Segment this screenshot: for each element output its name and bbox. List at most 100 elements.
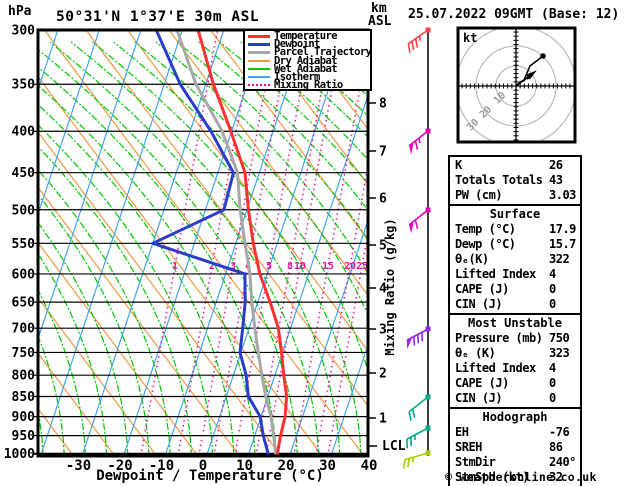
dewpoint-curve <box>151 31 270 455</box>
table-row: θₑ (K) 323 <box>450 346 580 361</box>
pressure-tick-labels: 300 350 400 450 500 550 600 650 700 750 800 850 900 9… <box>4 24 35 463</box>
pressure-tick-label: 1000 <box>4 447 35 462</box>
parcel-trajectory-curve <box>175 31 278 455</box>
table-row: Temp (°C) 17.9 <box>450 222 580 237</box>
pressure-unit-label: hPa <box>8 4 32 19</box>
hodograph-unit-label: kt <box>463 31 477 45</box>
station-title: 50°31'N 1°37'E 30m ASL <box>56 9 260 25</box>
altitude-unit-km: km <box>371 1 387 16</box>
wind-barb-icon <box>406 326 431 350</box>
table-row-value: 3.03 <box>549 188 576 202</box>
legend-item-label: Parcel Trajectory <box>274 46 372 59</box>
legend-item: Mixing Ratio <box>248 80 370 90</box>
sounding-curves <box>151 31 289 455</box>
temperature-axis-label: Dewpoint / Temperature (°C) <box>96 468 324 484</box>
table-row-label: CIN (J) <box>455 297 503 311</box>
table-row: Lifted Index 4 <box>450 267 580 282</box>
wind-barb-icon <box>408 394 431 421</box>
mixing-ratio-value: 3 <box>230 261 236 272</box>
legend-item: Temperature <box>248 31 370 41</box>
temperature-tick-label: -10 <box>149 458 174 474</box>
km-tick-label: 5 <box>379 239 387 254</box>
table-row: StmSpd (kt) 32 <box>450 470 580 485</box>
table-row-value: 17.9 <box>549 222 576 236</box>
hodograph-trace-end-dot <box>540 53 546 59</box>
table-row: CAPE (J) 0 <box>450 376 580 391</box>
table-row-label: Temp (°C) <box>455 222 516 236</box>
pressure-tick-label: 300 <box>12 24 36 39</box>
pressure-tick-label: 350 <box>12 78 36 93</box>
table-row-value: -76 <box>549 425 570 439</box>
km-tick-label: 2 <box>379 367 387 382</box>
table-section-header: Surface <box>489 207 541 221</box>
km-tick-label: 1 <box>379 412 387 427</box>
table-row-value: 0 <box>549 282 556 296</box>
hodograph-frame <box>456 26 577 144</box>
km-tick-label: 8 <box>379 97 387 112</box>
table-row-value: 15.7 <box>549 237 576 251</box>
mixing-ratio-value: 1 <box>172 261 178 272</box>
table-section-header: Most Unstable <box>468 316 562 330</box>
table-section: Most Unstable Pressure (mb) 750 θₑ (K) 323 Li… <box>448 313 582 409</box>
plot-frame <box>36 28 370 458</box>
table-row: CAPE (J) 0 <box>450 282 580 297</box>
mixing-ratio-value: 25 <box>356 261 368 272</box>
legend-item-label: Isotherm <box>274 71 320 84</box>
temperature-tick-labels: -30 -20 -10 0 10 20 30 40 <box>66 458 378 474</box>
table-row-label: θₑ (K) <box>455 346 496 360</box>
table-row-value: 4 <box>549 267 556 281</box>
pressure-tick-label: 600 <box>12 267 36 282</box>
table-row: StmDir 240° <box>450 455 580 470</box>
km-tick-label: 6 <box>379 192 387 207</box>
table-row-label: EH <box>455 425 469 439</box>
indices-table: K 26 Totals Totals 43 PW (cm) 3.03 Surface Temp… <box>448 155 582 486</box>
table-row-value: 750 <box>549 331 570 345</box>
lcl-label: LCL <box>382 439 406 454</box>
table-row: PW (cm) 3.03 <box>450 188 580 203</box>
legend-item-label: Dewpoint <box>274 38 320 51</box>
table-row: Dewp (°C) 15.7 <box>450 237 580 252</box>
table-row-label: SREH <box>455 440 482 454</box>
wind-barb-icon <box>406 425 431 449</box>
table-row-label: Pressure (mb) <box>455 331 543 345</box>
legend-item: Dewpoint <box>248 38 370 51</box>
table-row-value: 0 <box>549 391 556 405</box>
copyright-credit: © weatheronline.co.uk <box>445 470 597 484</box>
table-row: θₑ(K) 322 <box>450 252 580 267</box>
table-row-label: CAPE (J) <box>455 282 509 296</box>
mixing-ratio-labels: 1 2 3 4 5 8 10 15 20 25 <box>172 261 368 272</box>
table-row: Lifted Index 4 <box>450 361 580 376</box>
temperature-tick-label: -20 <box>107 458 132 474</box>
table-row: Totals Totals 43 <box>450 173 580 188</box>
temperature-tick-label: 40 <box>361 458 378 474</box>
legend-item: Isotherm <box>248 71 370 84</box>
km-tick-label: 7 <box>379 145 387 160</box>
mixing-ratio-value: 20 <box>344 261 356 272</box>
table-row-label: Lifted Index <box>455 361 536 375</box>
pressure-tick-label: 850 <box>12 390 36 405</box>
table-row: EH -76 <box>450 425 580 440</box>
temperature-tick-label: 0 <box>199 458 207 474</box>
legend-line-sample <box>248 84 270 87</box>
wind-barb-staff <box>402 27 431 469</box>
table-row-value: 43 <box>549 173 563 187</box>
table-section-header: Hodograph <box>482 410 548 424</box>
temperature-tick-label: 10 <box>236 458 253 474</box>
hodograph-ring-label: 10 <box>492 90 508 106</box>
altitude-unit-asl: ASL <box>368 14 392 29</box>
isobar-lines <box>33 83 368 455</box>
table-row-label: θₑ(K) <box>455 252 489 266</box>
temperature-tick-label: 30 <box>319 458 336 474</box>
table-row: CIN (J) 0 <box>450 391 580 406</box>
hodograph-ring-label: 30 <box>465 117 481 133</box>
table-row-label: StmSpd (kt) <box>455 470 529 484</box>
wind-barb-icon <box>407 27 431 53</box>
legend-item: Parcel Trajectory <box>248 46 372 59</box>
wind-barb-icon <box>402 450 431 469</box>
pressure-tick-label: 650 <box>12 296 36 311</box>
legend-line-sample <box>248 67 270 70</box>
mixing-ratio-value: 5 <box>266 261 272 272</box>
table-row-label: Dewp (°C) <box>455 237 516 251</box>
